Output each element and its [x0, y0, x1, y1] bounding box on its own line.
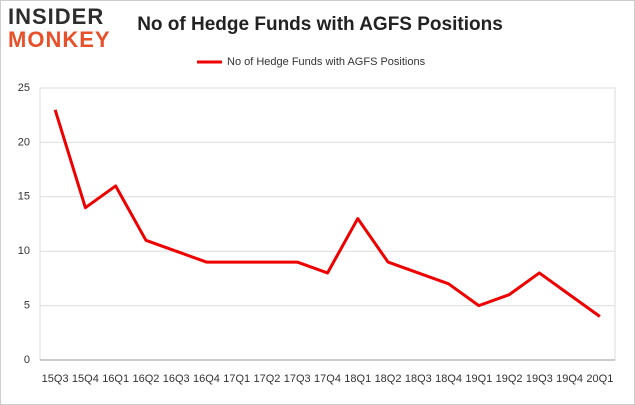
x-tick-label: 17Q2 [254, 373, 281, 385]
x-tick-label: 19Q1 [465, 373, 492, 385]
logo-top: INSIDER [8, 4, 104, 29]
x-tick-label: 18Q1 [344, 373, 371, 385]
x-tick-label: 17Q1 [223, 373, 250, 385]
x-tick-label: 17Q4 [314, 373, 341, 385]
x-tick-label: 16Q2 [132, 373, 159, 385]
x-tick-label: 19Q4 [556, 373, 583, 385]
x-tick-label: 16Q4 [193, 373, 220, 385]
data-line [53, 109, 601, 318]
x-tick-label: 20Q1 [586, 373, 613, 385]
x-tick-label: 18Q3 [405, 373, 432, 385]
logo-bottom: MONKEY [8, 27, 111, 52]
x-tick-label: 18Q2 [375, 373, 402, 385]
x-tick-label: 16Q3 [163, 373, 190, 385]
x-tick-label: 17Q3 [284, 373, 311, 385]
x-tick-label: 19Q3 [526, 373, 553, 385]
x-tick-label: 16Q1 [102, 373, 129, 385]
y-tick-label: 0 [24, 354, 30, 366]
y-tick-label: 5 [24, 300, 30, 312]
x-tick-label: 15Q3 [42, 373, 69, 385]
y-tick-label: 15 [18, 191, 30, 203]
y-tick-label: 25 [18, 82, 30, 94]
y-tick-label: 20 [18, 136, 30, 148]
legend-label: No of Hedge Funds with AGFS Positions [227, 56, 426, 68]
x-tick-label: 19Q2 [496, 373, 523, 385]
y-tick-label: 10 [18, 245, 30, 257]
x-tick-label: 18Q4 [435, 373, 462, 385]
chart-title: No of Hedge Funds with AGFS Positions [137, 14, 503, 35]
x-tick-label: 15Q4 [72, 373, 99, 385]
